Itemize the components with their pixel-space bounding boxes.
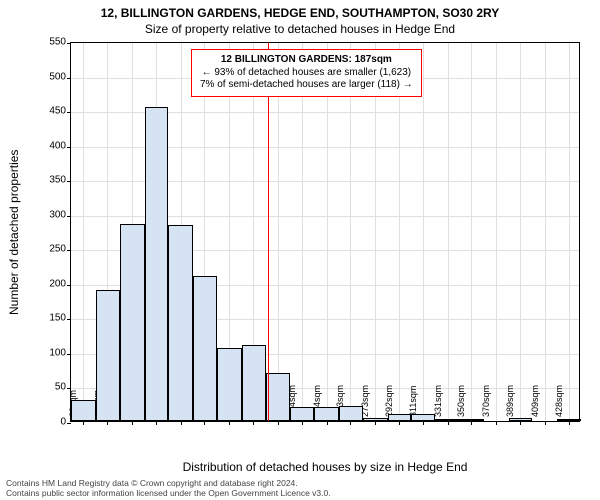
x-tick-mark: [375, 421, 376, 425]
x-tick-mark: [545, 421, 546, 425]
gridline-v: [327, 43, 328, 421]
histogram-bar: [290, 407, 314, 421]
x-tick-mark: [448, 421, 449, 425]
gridline-v: [423, 43, 424, 421]
histogram-bar: [242, 345, 266, 421]
y-tick-mark: [67, 112, 71, 113]
y-tick-mark: [67, 43, 71, 44]
histogram-bar: [411, 414, 435, 421]
x-tick-mark: [181, 421, 182, 425]
x-tick-mark: [327, 421, 328, 425]
gridline-v: [496, 43, 497, 421]
y-tick-mark: [67, 78, 71, 79]
y-tick-mark: [67, 423, 71, 424]
y-tick-label: 100: [26, 347, 66, 358]
y-tick-mark: [67, 319, 71, 320]
y-tick-label: 200: [26, 278, 66, 289]
x-tick-mark: [496, 421, 497, 425]
gridline-v: [545, 43, 546, 421]
x-tick-mark: [278, 421, 279, 425]
x-tick-mark: [399, 421, 400, 425]
histogram-bar: [363, 418, 388, 421]
y-tick-label: 450: [26, 106, 66, 117]
x-tick-label: 409sqm: [530, 381, 540, 421]
annotation-line2: 7% of semi-detached houses are larger (1…: [200, 79, 413, 92]
gridline-v: [83, 43, 84, 421]
histogram-bar: [435, 419, 460, 421]
x-tick-mark: [569, 421, 570, 425]
x-axis-label: Distribution of detached houses by size …: [70, 460, 580, 474]
annotation-box: 12 BILLINGTON GARDENS: 187sqm← 93% of de…: [191, 49, 422, 97]
y-tick-label: 300: [26, 209, 66, 220]
gridline-v: [350, 43, 351, 421]
x-tick-mark: [302, 421, 303, 425]
reference-line: [268, 43, 269, 421]
gridline-v: [448, 43, 449, 421]
gridline-v: [471, 43, 472, 421]
histogram-bar: [509, 418, 533, 421]
chart-title-sub: Size of property relative to detached ho…: [0, 22, 600, 36]
x-tick-mark: [156, 421, 157, 425]
histogram-bar: [339, 406, 363, 421]
histogram-bar: [145, 107, 169, 421]
histogram-bar: [557, 419, 581, 421]
y-tick-label: 550: [26, 37, 66, 48]
y-tick-mark: [67, 216, 71, 217]
histogram-bar: [193, 276, 217, 421]
x-tick-mark: [253, 421, 254, 425]
y-tick-mark: [67, 181, 71, 182]
y-tick-mark: [67, 285, 71, 286]
x-tick-label: 350sqm: [456, 381, 466, 421]
x-tick-mark: [520, 421, 521, 425]
y-tick-label: 150: [26, 313, 66, 324]
attribution-line2: Contains public sector information licen…: [6, 489, 331, 498]
y-tick-label: 50: [26, 382, 66, 393]
annotation-title: 12 BILLINGTON GARDENS: 187sqm: [200, 54, 413, 67]
x-tick-mark: [423, 421, 424, 425]
x-tick-mark: [350, 421, 351, 425]
histogram-bar: [266, 373, 291, 421]
x-tick-mark: [229, 421, 230, 425]
y-tick-mark: [67, 147, 71, 148]
histogram-bar: [71, 400, 96, 421]
x-tick-mark: [204, 421, 205, 425]
x-tick-mark: [107, 421, 108, 425]
y-tick-label: 0: [26, 417, 66, 428]
chart-plot-area: 39sqm58sqm78sqm97sqm117sqm136sqm156sqm17…: [70, 42, 580, 422]
y-tick-mark: [67, 354, 71, 355]
gridline-v: [399, 43, 400, 421]
histogram-bar: [460, 419, 484, 421]
x-tick-mark: [83, 421, 84, 425]
y-tick-label: 500: [26, 71, 66, 82]
histogram-bar: [120, 224, 145, 421]
y-tick-label: 400: [26, 140, 66, 151]
x-tick-mark: [471, 421, 472, 425]
annotation-line1: ← 93% of detached houses are smaller (1,…: [200, 67, 413, 80]
histogram-bar: [217, 348, 242, 421]
x-tick-label: 389sqm: [505, 381, 515, 421]
gridline-v: [375, 43, 376, 421]
gridline-v: [569, 43, 570, 421]
gridline-v: [520, 43, 521, 421]
histogram-bar: [314, 407, 339, 421]
histogram-bar: [96, 290, 120, 421]
gridline-v: [278, 43, 279, 421]
x-tick-label: 370sqm: [481, 381, 491, 421]
histogram-bar: [168, 225, 193, 421]
y-axis-label: Number of detached properties: [4, 42, 24, 422]
attribution: Contains HM Land Registry data © Crown c…: [6, 479, 331, 498]
x-tick-label: 428sqm: [554, 381, 564, 421]
y-tick-label: 250: [26, 244, 66, 255]
chart-title-main: 12, BILLINGTON GARDENS, HEDGE END, SOUTH…: [0, 6, 600, 20]
gridline-v: [302, 43, 303, 421]
y-tick-label: 350: [26, 175, 66, 186]
x-tick-mark: [132, 421, 133, 425]
y-tick-mark: [67, 250, 71, 251]
histogram-bar: [388, 414, 412, 421]
